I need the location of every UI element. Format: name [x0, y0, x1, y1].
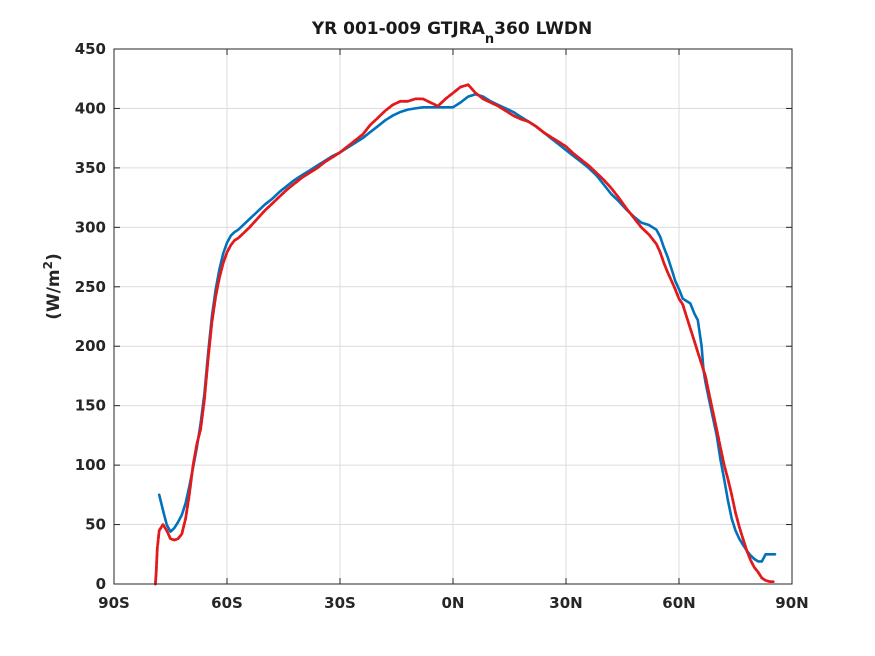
x-tick-label: 60N: [662, 594, 695, 612]
y-tick-label: 50: [85, 516, 106, 534]
x-tick-label: 30N: [549, 594, 582, 612]
y-axis-label-superscript: 2: [41, 261, 55, 269]
ticks: 90S 60S 30S 0N 30N 60N 90N 0 50 100 150 200 250 300 35…: [75, 40, 809, 612]
y-tick-label: 300: [75, 218, 106, 236]
y-axis-label-main: (W/m: [44, 269, 64, 319]
x-tick-label: 90N: [775, 594, 808, 612]
y-axis-label: (W/m2): [41, 253, 64, 320]
series-line-1: [157, 92, 777, 563]
x-tick-label: 60S: [211, 594, 243, 612]
x-tick-label: 90S: [98, 594, 130, 612]
y-tick-label: 0: [96, 575, 106, 593]
y-tick-label: 100: [75, 456, 106, 474]
y-tick-label: 450: [75, 40, 106, 58]
x-tick-label: 0N: [442, 594, 465, 612]
chart-title-main: YR 001-009 GTJRA: [311, 19, 486, 39]
y-tick-label: 400: [75, 99, 106, 117]
y-tick-label: 150: [75, 397, 106, 415]
grid: [113, 48, 793, 585]
series-layer: [153, 83, 777, 586]
y-tick-label: 200: [75, 337, 106, 355]
chart-title-suffix: 360 LWDN: [494, 19, 592, 39]
y-tick-label: 350: [75, 159, 106, 177]
y-tick-label: 250: [75, 278, 106, 296]
chart-title: YR 001-009 GTJRAn360 LWDN: [311, 19, 592, 47]
series-line-2: [153, 83, 775, 586]
x-tick-label: 30S: [324, 594, 356, 612]
y-axis-label-suffix: ): [44, 253, 64, 261]
chart-title-subscript: n: [485, 32, 494, 47]
